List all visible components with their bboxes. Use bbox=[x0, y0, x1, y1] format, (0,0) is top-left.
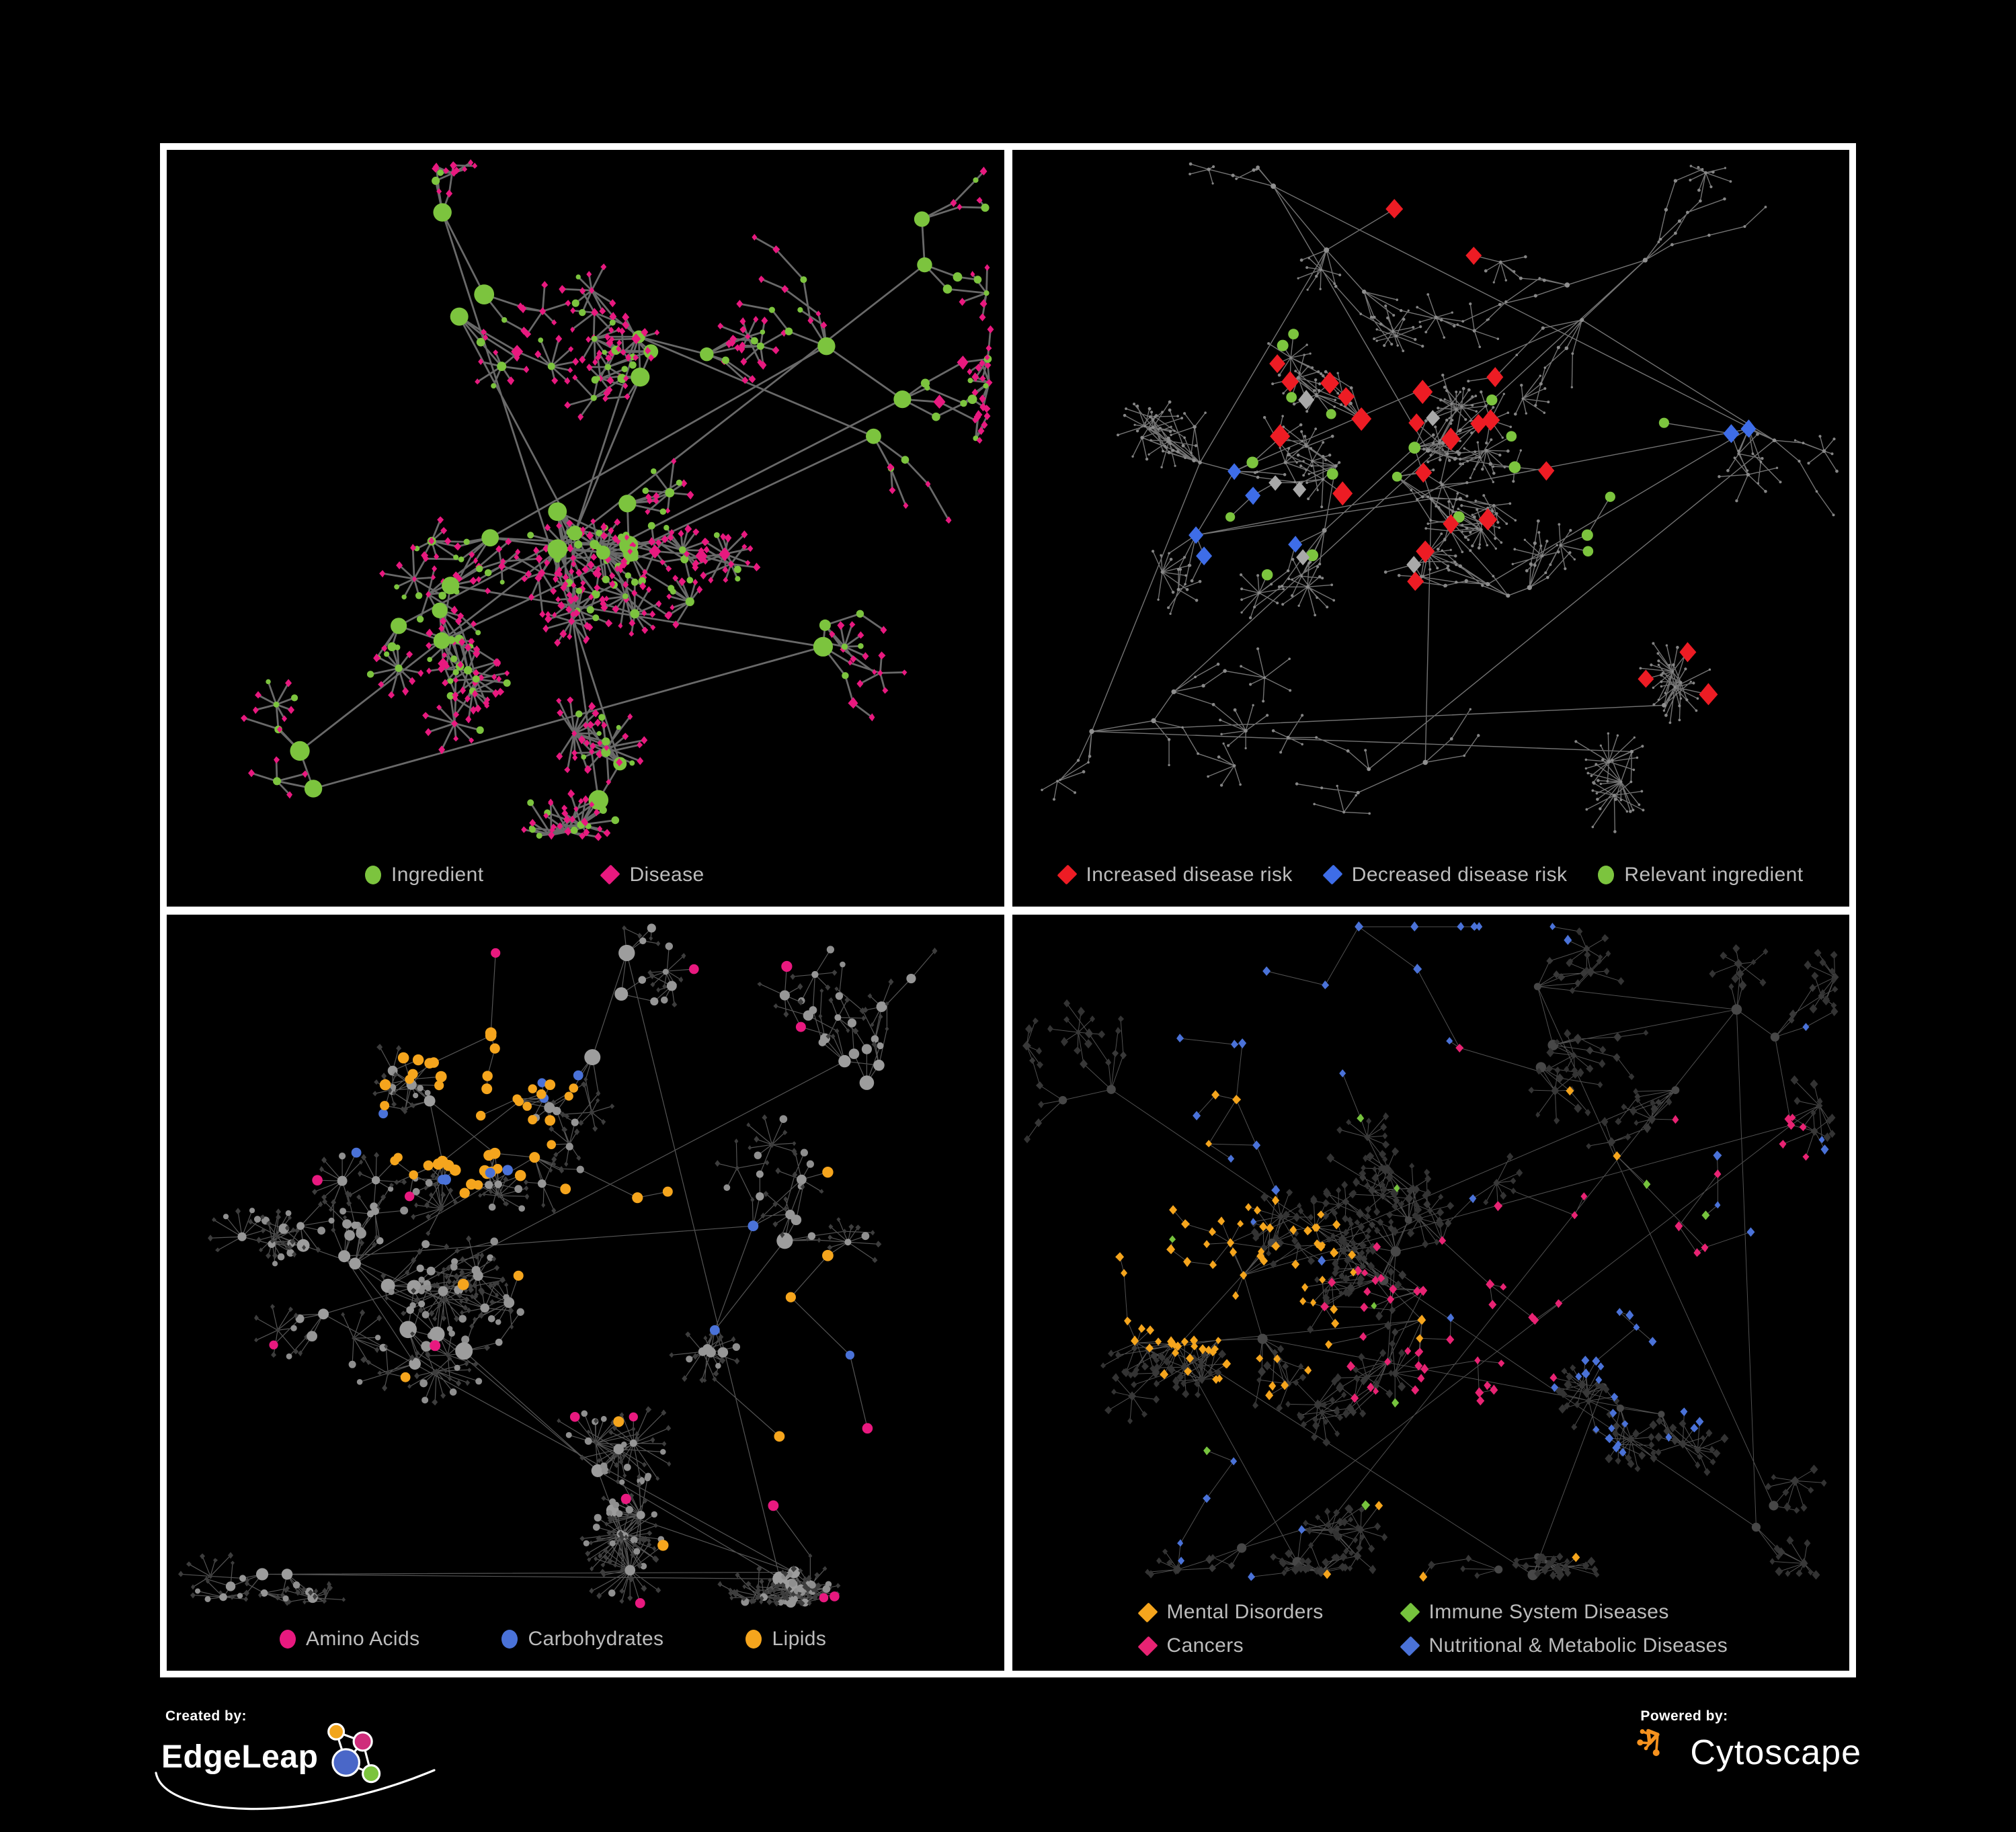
legend-item: Immune System Diseases bbox=[1399, 1601, 1850, 1624]
circle-swatch bbox=[745, 1630, 762, 1649]
cytoscape-logo-text: Cytoscape bbox=[1690, 1733, 1861, 1772]
diamond-swatch bbox=[600, 864, 621, 885]
cytoscape-logo-icon bbox=[1637, 1729, 1660, 1756]
ingredient-disease-network bbox=[241, 159, 994, 841]
legend-label: Amino Acids bbox=[306, 1628, 420, 1650]
legend-item: Decreased disease risk bbox=[1322, 863, 1568, 886]
legend-nutrient-classes: Amino Acids Carbohydrates Lipids bbox=[167, 1628, 1004, 1651]
legend-item: Lipids bbox=[745, 1628, 826, 1651]
created-by-label: Created by: bbox=[165, 1708, 247, 1724]
disease-risk-network bbox=[1040, 162, 1839, 833]
panel-disease-risk: Increased disease risk Decreased disease … bbox=[1012, 150, 1850, 907]
legend-label: Nutritional & Metabolic Diseases bbox=[1428, 1634, 1728, 1657]
circle-swatch bbox=[365, 865, 381, 884]
panel-ingredient-disease: Ingredient Disease bbox=[167, 150, 1004, 907]
legend-label: Cancers bbox=[1166, 1634, 1244, 1657]
legend-label: Carbohydrates bbox=[528, 1628, 664, 1650]
legend-label: Immune System Diseases bbox=[1428, 1601, 1669, 1623]
legend-item: Carbohydrates bbox=[501, 1628, 663, 1651]
legend-label: Mental Disorders bbox=[1166, 1601, 1324, 1623]
legend-item: Disease bbox=[600, 863, 704, 886]
edgeleap-brand-row: EdgeLeap bbox=[155, 1722, 538, 1810]
edgeleap-logo-text: EdgeLeap bbox=[161, 1739, 319, 1775]
edgeleap-logo-icon bbox=[327, 1722, 381, 1784]
diamond-swatch bbox=[1056, 864, 1078, 885]
circle-swatch bbox=[1598, 865, 1615, 884]
cytoscape-credit: Powered by: Cytoscape bbox=[1636, 1708, 1861, 1823]
legend-item: Relevant ingredient bbox=[1598, 864, 1803, 886]
legend-item: Amino Acids bbox=[280, 1628, 419, 1651]
legend-item: Cancers bbox=[1137, 1634, 1401, 1657]
disease-classes-network bbox=[1022, 921, 1839, 1581]
legend-label: Ingredient bbox=[391, 863, 484, 886]
diamond-swatch bbox=[1399, 1635, 1420, 1657]
nutrient-classes-network bbox=[178, 923, 938, 1608]
white-frame: Ingredient Disease Increased disease risk… bbox=[160, 143, 1856, 1677]
powered-by-label: Powered by: bbox=[1640, 1708, 1728, 1724]
legend-ingredient-disease: Ingredient Disease bbox=[167, 864, 1004, 886]
cytoscape-brand-row: Cytoscape bbox=[1636, 1727, 1861, 1778]
legend-item: Ingredient bbox=[365, 864, 483, 886]
legend-item: Increased disease risk bbox=[1056, 863, 1293, 886]
legend-item: Mental Disorders bbox=[1137, 1601, 1401, 1624]
circle-swatch bbox=[501, 1630, 518, 1649]
diamond-swatch bbox=[1137, 1635, 1158, 1657]
legend-label: Decreased disease risk bbox=[1351, 863, 1568, 886]
legend-item: Nutritional & Metabolic Diseases bbox=[1399, 1634, 1850, 1657]
legend-disease-risk: Increased disease risk Decreased disease … bbox=[1012, 864, 1850, 886]
legend-label: Lipids bbox=[772, 1628, 827, 1650]
edgeleap-credit: Created by: EdgeLeap bbox=[155, 1708, 538, 1823]
diamond-swatch bbox=[1322, 864, 1343, 885]
legend-label: Increased disease risk bbox=[1086, 863, 1293, 886]
legend-label: Disease bbox=[629, 863, 704, 886]
diamond-swatch bbox=[1137, 1601, 1158, 1623]
circle-swatch bbox=[280, 1630, 296, 1649]
panel-disease-classes: Mental Disorders Immune System Diseases Ca… bbox=[1012, 914, 1850, 1671]
panel-nutrient-classes: Amino Acids Carbohydrates Lipids bbox=[167, 914, 1004, 1671]
legend-disease-classes: Mental Disorders Immune System Diseases Ca… bbox=[1012, 1601, 1850, 1657]
legend-label: Relevant ingredient bbox=[1624, 863, 1804, 886]
diamond-swatch bbox=[1399, 1601, 1420, 1623]
